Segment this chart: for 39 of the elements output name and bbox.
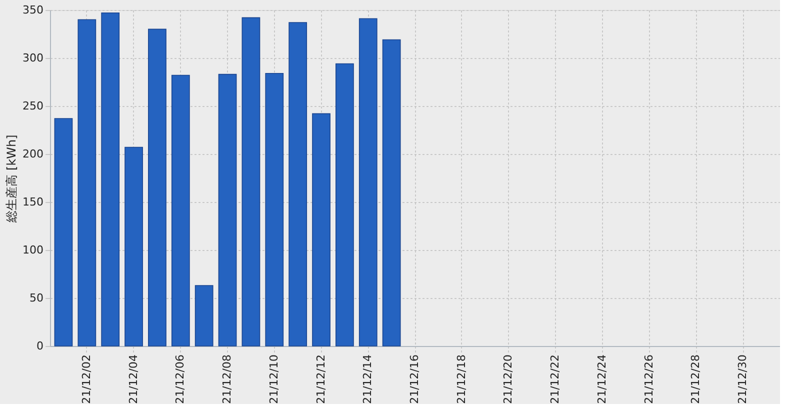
x-tick-label: 21/12/16 — [408, 354, 421, 404]
bar — [358, 18, 378, 346]
x-tick-label: 21/12/10 — [267, 354, 280, 404]
x-tick-label: 21/12/12 — [314, 354, 328, 404]
x-tick-label: 21/12/22 — [548, 354, 562, 404]
bar — [312, 113, 330, 346]
x-tick-label: 21/12/08 — [220, 354, 234, 404]
x-tick-label: 21/12/14 — [361, 354, 374, 404]
y-tick-label: 350 — [22, 4, 44, 16]
bar — [124, 146, 143, 346]
x-tick-label: 21/12/30 — [736, 354, 750, 404]
bar — [336, 63, 354, 346]
x-tick-label: 21/12/04 — [126, 354, 140, 404]
x-tick-label: 21/12/18 — [454, 354, 468, 404]
y-axis-title: 総生産高 [kWh] — [4, 134, 19, 224]
y-tick-label: 200 — [22, 148, 44, 160]
x-tick-label: 21/12/20 — [502, 354, 515, 404]
y-tick-label: 50 — [30, 292, 44, 304]
x-tick-label: 21/12/24 — [595, 354, 608, 404]
y-tick-label: 250 — [22, 100, 44, 112]
bar — [218, 74, 237, 346]
bar — [288, 22, 308, 346]
bar — [101, 12, 120, 346]
bar — [78, 19, 96, 346]
bar — [148, 28, 166, 346]
x-tick-label: 21/12/06 — [174, 354, 187, 404]
bar — [54, 118, 73, 346]
y-tick-label: 300 — [22, 52, 44, 64]
y-tick-label: 150 — [22, 196, 44, 208]
y-tick-label: 100 — [22, 244, 44, 256]
x-tick-label: 21/12/28 — [689, 354, 702, 404]
bar — [194, 285, 214, 346]
bar — [171, 74, 190, 346]
bar — [242, 17, 260, 346]
y-tick-label: 0 — [36, 340, 44, 352]
bar — [382, 39, 401, 346]
bar — [265, 72, 284, 346]
x-tick-label: 21/12/02 — [80, 354, 93, 404]
x-tick-label: 21/12/26 — [642, 354, 656, 404]
